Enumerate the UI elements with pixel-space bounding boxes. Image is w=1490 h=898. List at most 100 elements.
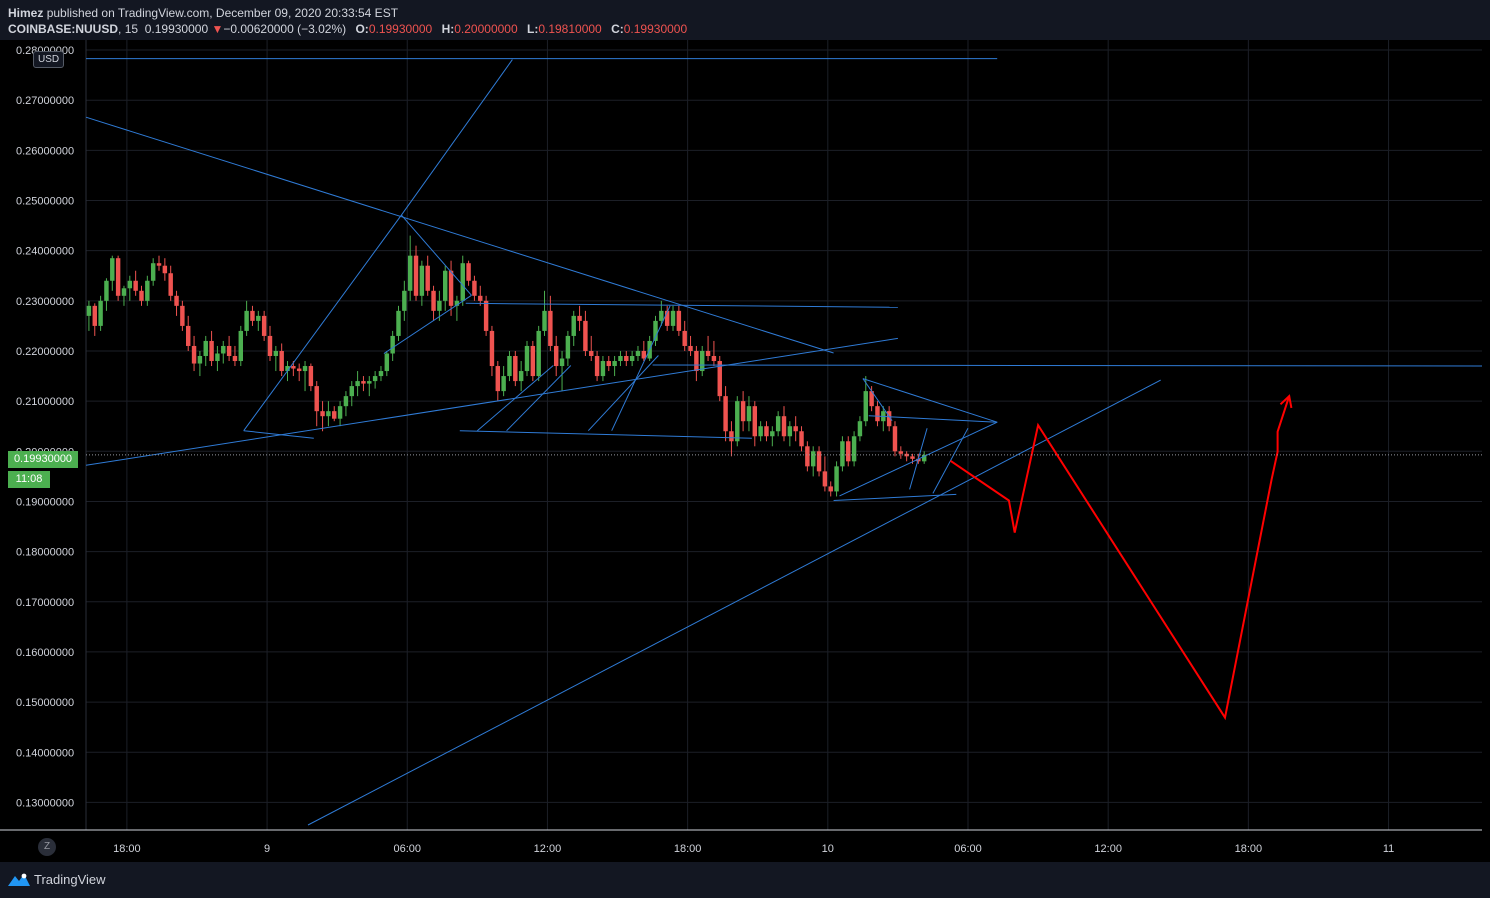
candle: [606, 356, 611, 372]
candle-body: [594, 356, 600, 377]
candle: [226, 335, 232, 362]
drawing-layer[interactable]: [85, 58, 1483, 826]
symbol-name[interactable]: COINBASE:NUUSD: [8, 22, 119, 36]
candle-body: [104, 280, 109, 301]
trend-line[interactable]: [862, 378, 893, 421]
trend-line[interactable]: [862, 378, 998, 423]
candle-body: [775, 416, 781, 432]
candle: [238, 325, 244, 367]
candle: [454, 295, 460, 321]
candle-body: [238, 330, 244, 362]
candle: [577, 305, 582, 331]
candle: [840, 436, 845, 472]
candle: [121, 285, 127, 306]
candle: [857, 416, 863, 442]
time-axis[interactable]: 18:00 9 06:00 12:00 18:00 10 06:00 12:00 18:00 11: [113, 843, 1394, 855]
tradingview-brand[interactable]: TradingView: [34, 872, 106, 887]
price-tick-label: 0.18000000: [16, 547, 74, 559]
candle: [653, 315, 658, 346]
candle-body: [244, 310, 249, 331]
candle: [472, 275, 477, 301]
price-tick-label: 0.25000000: [16, 196, 74, 208]
candle: [612, 356, 617, 377]
trend-line[interactable]: [459, 430, 752, 439]
trend-line[interactable]: [868, 415, 998, 423]
candle: [355, 371, 360, 397]
candle-body: [764, 426, 769, 437]
candle-body: [337, 406, 343, 419]
price-chart[interactable]: 0.13000000 0.14000000 0.15000000 0.16000000…: [0, 40, 1490, 862]
candle: [174, 290, 179, 316]
interval-value[interactable]: 15: [124, 22, 139, 36]
candle: [378, 366, 384, 382]
candle-body: [571, 315, 576, 336]
publication-line: Himez published on TradingView.com, Dece…: [8, 6, 398, 20]
candle-body: [285, 366, 290, 372]
candle-body: [507, 356, 512, 377]
candle: [180, 300, 185, 331]
candle-body: [209, 340, 214, 362]
candle: [664, 305, 670, 331]
candle: [536, 325, 541, 382]
price-tick-label: 0.21000000: [16, 396, 74, 408]
candle: [296, 363, 302, 382]
candle-body: [851, 436, 857, 462]
trend-line[interactable]: [909, 428, 928, 490]
trend-line[interactable]: [85, 337, 898, 466]
trend-line[interactable]: [833, 493, 957, 501]
candle-body: [402, 290, 407, 311]
candle: [104, 278, 109, 311]
trend-line[interactable]: [85, 116, 834, 354]
candle: [168, 265, 173, 301]
candle-body: [664, 310, 670, 326]
candle: [86, 300, 92, 331]
author-name[interactable]: Himez: [8, 6, 44, 20]
open-value: 0.19930000: [368, 22, 433, 36]
candle-body: [501, 376, 506, 392]
trend-line[interactable]: [652, 364, 1483, 367]
trend-line[interactable]: [932, 427, 969, 494]
candle-body: [875, 406, 880, 422]
candle-body: [185, 325, 191, 346]
trend-line[interactable]: [476, 365, 554, 432]
time-tick-label: 12:00: [1094, 843, 1122, 855]
trend-line[interactable]: [383, 294, 472, 354]
candle-body: [367, 381, 372, 384]
candle: [367, 376, 372, 397]
trend-line[interactable]: [307, 379, 1161, 826]
candle-body: [203, 340, 208, 356]
candle-body: [618, 356, 623, 362]
candle: [495, 361, 501, 402]
arrow-head-icon: [1279, 394, 1293, 409]
time-tick-label: 18:00: [1235, 843, 1263, 855]
projection-path[interactable]: [949, 395, 1291, 721]
candle: [413, 245, 419, 301]
candle: [904, 451, 909, 462]
candle: [232, 345, 238, 367]
candle-body: [758, 426, 763, 437]
time-tick-label: 10: [822, 843, 834, 855]
candlestick-series: [86, 235, 927, 497]
time-tick-label: 18:00: [113, 843, 141, 855]
symbol-legend: COINBASE:NUUSD, 15 0.19930000 ▼−0.006200…: [8, 22, 688, 36]
candle-body: [781, 416, 787, 437]
trend-line[interactable]: [611, 305, 671, 431]
candle-body: [180, 305, 185, 326]
candle-body: [390, 335, 395, 354]
time-tick-label: 06:00: [393, 843, 421, 855]
z-button[interactable]: Z: [38, 838, 56, 856]
currency-badge[interactable]: USD: [33, 51, 65, 68]
candle: [185, 315, 191, 351]
trend-line[interactable]: [243, 430, 314, 439]
trend-line[interactable]: [243, 59, 513, 431]
price-axis[interactable]: 0.13000000 0.14000000 0.15000000 0.16000000…: [16, 45, 74, 809]
open-label: O:: [355, 22, 369, 36]
trend-line[interactable]: [401, 214, 472, 296]
candle-body: [150, 263, 156, 281]
trend-line[interactable]: [587, 355, 659, 432]
trend-line[interactable]: [506, 365, 572, 432]
candle-body: [308, 366, 314, 387]
candle-body: [857, 421, 863, 437]
trend-line[interactable]: [465, 302, 898, 308]
candle-body: [606, 361, 611, 367]
